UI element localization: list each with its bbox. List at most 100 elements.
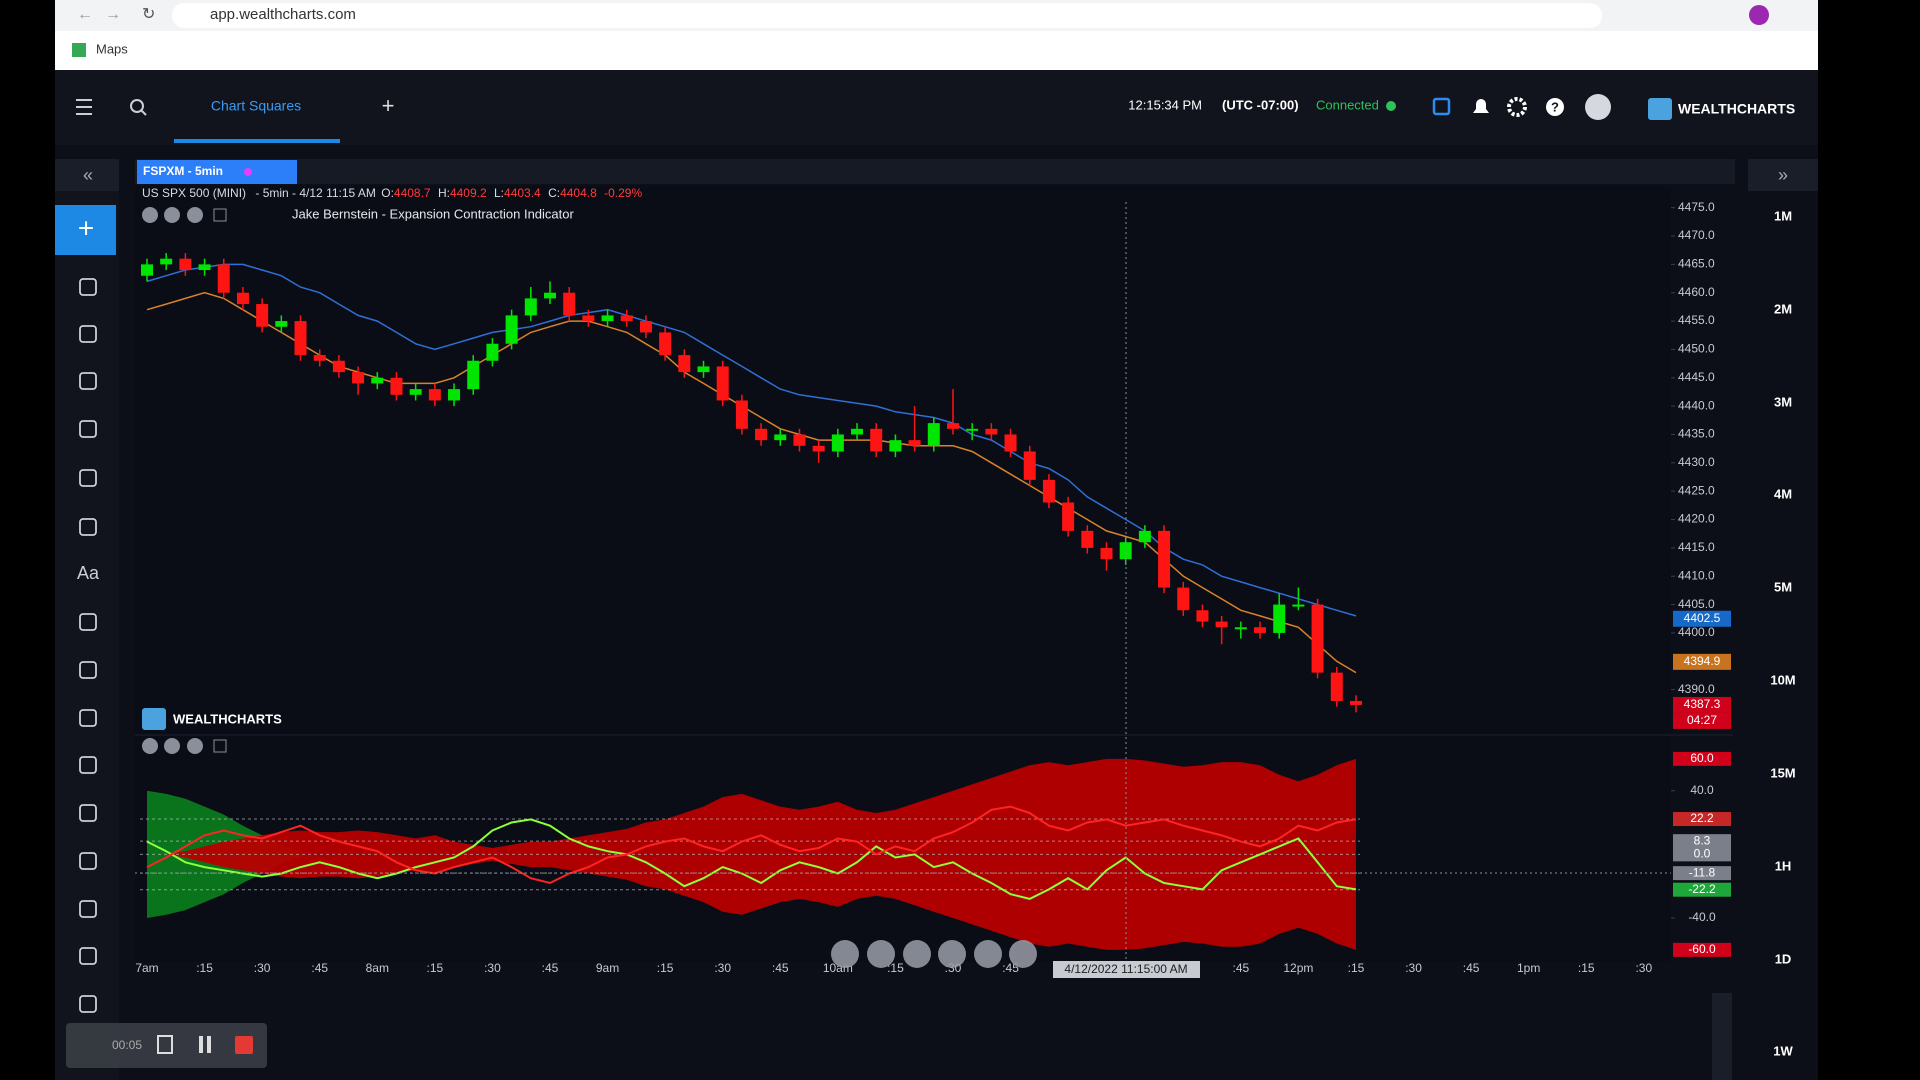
candle-body bbox=[851, 428, 864, 435]
candle-body bbox=[179, 258, 192, 271]
bookmark[interactable]: Maps bbox=[96, 41, 128, 56]
timeframe[interactable]: 3M bbox=[1774, 394, 1792, 409]
collapse-left[interactable] bbox=[55, 159, 119, 191]
back[interactable]: ← bbox=[77, 6, 93, 23]
candle-body bbox=[755, 428, 768, 441]
tool[interactable] bbox=[79, 709, 97, 727]
candle-body bbox=[275, 321, 288, 327]
tool[interactable] bbox=[79, 804, 97, 822]
candle-body bbox=[371, 377, 384, 384]
candle-body bbox=[1349, 700, 1362, 705]
tool[interactable] bbox=[79, 469, 97, 487]
candle-body bbox=[1196, 610, 1209, 622]
settings[interactable] bbox=[1507, 97, 1527, 117]
collapse-right[interactable] bbox=[1748, 159, 1818, 191]
reload[interactable]: ↻ bbox=[142, 6, 155, 23]
profile[interactable] bbox=[1749, 5, 1769, 25]
candle-body bbox=[1062, 502, 1075, 531]
tool[interactable] bbox=[79, 372, 97, 390]
indicator-controls[interactable] bbox=[142, 207, 227, 223]
help[interactable] bbox=[1546, 98, 1564, 116]
y-tick-label: 4405.0 bbox=[1678, 597, 1715, 611]
x-tick-label: :15 bbox=[427, 961, 444, 975]
timeframe[interactable]: 4M bbox=[1774, 486, 1792, 501]
menu[interactable] bbox=[76, 99, 92, 115]
candle-body bbox=[985, 428, 998, 435]
level-box bbox=[1673, 812, 1731, 827]
price-label-box bbox=[1673, 610, 1731, 627]
add-button[interactable] bbox=[55, 205, 116, 255]
timeframe[interactable]: 1M bbox=[1774, 208, 1792, 223]
tool[interactable] bbox=[79, 661, 97, 679]
y-tick-label: 4475.0 bbox=[1678, 200, 1715, 214]
x-tick-label: :45 bbox=[1463, 961, 1480, 975]
candle-body bbox=[409, 389, 422, 395]
address-bar[interactable] bbox=[172, 3, 1602, 28]
candle-body bbox=[448, 389, 461, 401]
tab[interactable]: Chart Squares bbox=[211, 98, 301, 114]
status: Connected bbox=[1316, 97, 1379, 112]
alerts[interactable] bbox=[1473, 99, 1489, 113]
band-upper bbox=[147, 758, 1356, 855]
timezone: (UTC -07:00) bbox=[1222, 97, 1299, 112]
indicator-logo: WEALTHCHARTS bbox=[173, 711, 282, 726]
candle-body bbox=[793, 434, 806, 446]
candle-body bbox=[198, 264, 211, 271]
text-tool[interactable]: Aa bbox=[77, 563, 100, 583]
timeframe[interactable]: 1H bbox=[1775, 858, 1792, 873]
add-tab[interactable]: + bbox=[382, 93, 395, 118]
recorder-stop[interactable] bbox=[235, 1036, 253, 1054]
timeframe[interactable]: 10M bbox=[1770, 672, 1795, 687]
level-box bbox=[1673, 882, 1731, 897]
tool[interactable] bbox=[79, 613, 97, 631]
account[interactable] bbox=[1585, 94, 1611, 120]
y-tick-label: 4445.0 bbox=[1678, 370, 1715, 384]
x-tick-label: :45 bbox=[311, 961, 328, 975]
recorder-pause[interactable] bbox=[199, 1036, 203, 1053]
indicator-panel-controls[interactable] bbox=[142, 738, 227, 754]
recorder-delete[interactable] bbox=[157, 1035, 173, 1054]
timeframe[interactable]: 2M bbox=[1774, 301, 1792, 316]
left-toolbar bbox=[55, 159, 119, 1080]
y-tick-label: 4410.0 bbox=[1678, 568, 1715, 582]
candle-body bbox=[313, 355, 326, 361]
candle-body bbox=[332, 360, 345, 373]
candle-body bbox=[352, 372, 365, 384]
timeframe[interactable]: 1D bbox=[1775, 951, 1792, 966]
candle-body bbox=[1215, 621, 1228, 628]
tool[interactable] bbox=[79, 947, 97, 965]
brand: WEALTHCHARTS bbox=[1678, 101, 1795, 117]
tool[interactable] bbox=[79, 518, 97, 536]
scroll-down[interactable] bbox=[1712, 993, 1732, 1080]
tool[interactable] bbox=[79, 995, 97, 1013]
moving-average bbox=[146, 291, 1357, 674]
tool[interactable] bbox=[79, 278, 97, 296]
save[interactable] bbox=[1432, 97, 1451, 116]
candle-body bbox=[1292, 604, 1305, 607]
tool[interactable] bbox=[79, 420, 97, 438]
candle-body bbox=[697, 366, 710, 373]
timeframe[interactable]: 1W bbox=[1773, 1043, 1793, 1058]
chart-tab[interactable] bbox=[137, 160, 297, 184]
x-tick-label: :30 bbox=[714, 961, 731, 975]
clock: 12:15:34 PM bbox=[1128, 97, 1202, 112]
status-dot bbox=[1386, 101, 1396, 111]
timeframe[interactable]: 5M bbox=[1774, 579, 1792, 594]
change: -0.29% bbox=[604, 186, 642, 200]
level-label: 22.2 bbox=[1690, 811, 1714, 825]
tool[interactable] bbox=[79, 756, 97, 774]
indicator-name: Jake Bernstein - Expansion Contraction I… bbox=[292, 206, 574, 221]
x-tick-label: :30 bbox=[254, 961, 271, 975]
tool[interactable] bbox=[79, 900, 97, 918]
tool[interactable] bbox=[79, 325, 97, 343]
level-label: 0.0 bbox=[1694, 847, 1711, 861]
timer: 04:27 bbox=[1687, 713, 1717, 727]
search[interactable] bbox=[130, 99, 147, 116]
candle-body bbox=[1081, 530, 1094, 548]
navigation[interactable] bbox=[831, 940, 1037, 968]
tool[interactable] bbox=[79, 852, 97, 870]
candle-body bbox=[1254, 627, 1267, 633]
timeframe[interactable]: 15M bbox=[1770, 765, 1795, 780]
candle-body bbox=[870, 428, 883, 452]
forward[interactable]: → bbox=[105, 6, 121, 23]
